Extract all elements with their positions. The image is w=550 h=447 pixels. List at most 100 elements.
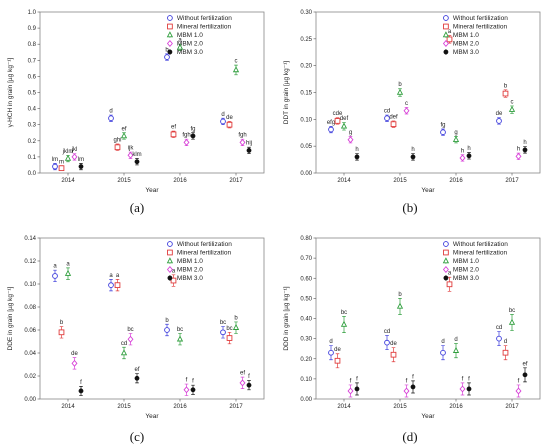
x-tick-label: 2014 [61,178,75,184]
data-point [496,118,502,124]
data-point [220,118,226,125]
legend-marker [167,275,173,281]
significance-label: de [226,115,233,121]
data-point [226,121,233,128]
significance-label: bc [509,308,515,314]
significance-label: f [462,376,464,382]
legend-entry: Mineral fertilization [177,24,232,31]
data-point [459,154,466,162]
legend-marker [167,15,173,21]
data-point [183,138,190,146]
legend: Without fertilization Mineral fertilizati… [442,241,508,282]
chart-b: 0.00 0.05 0.10 0.15 0.20 0.25 0.30 2014 2015 2016… [283,10,541,194]
legend-entry: Mineral fertilization [453,250,508,257]
x-tick-label: 2014 [61,404,75,410]
legend-entry: Without fertilization [453,15,508,22]
data-point [78,388,84,394]
data-point [220,329,226,336]
significance-label: a [448,29,452,35]
legend-marker [443,23,449,30]
significance-label: jkl [71,147,78,153]
y-tick-label: 0.04 [24,351,36,357]
data-point [114,144,121,151]
data-point [446,36,453,43]
x-tick-label: 2016 [449,178,463,184]
legend-marker [442,40,449,47]
significance-label: f [518,378,520,384]
data-point [52,163,58,170]
legend-marker [443,275,449,281]
significance-label: efg [327,120,335,126]
y-axis-title: DDT in grain [µg kg⁻¹] [283,61,290,125]
data-point [164,327,170,333]
significance-label: h [355,147,358,153]
data-point [170,277,177,284]
significance-label: fgh [182,133,190,139]
chart-a: 0.0 0.1 0.2 0.3 0.4 0.5 0.6 0.7 0.8 0.9 1.0 2014 201… [7,10,265,194]
y-tick-label: 0.08 [24,305,36,311]
x-tick-label: 2016 [449,404,463,410]
significance-label: lm [52,157,58,163]
significance-label: g [454,130,457,136]
data-point [466,153,472,159]
x-axis-title: Year [421,413,435,420]
data-point [466,386,472,392]
y-tick-label: 0.9 [28,26,37,32]
data-point [239,379,246,387]
legend-marker [167,49,173,55]
data-point [52,273,58,279]
significance-label: h [411,147,414,153]
y-tick-label: 0.30 [300,337,312,343]
data-point [340,320,348,327]
data-point [134,375,140,381]
plot-area [315,237,541,400]
significance-label: b [398,82,402,88]
legend-entry: Without fertilization [177,15,232,22]
y-tick-label: 0.20 [300,64,312,70]
plot-area [39,11,265,174]
significance-label: b [398,292,402,298]
significance-label: d [441,339,444,345]
significance-label: a [178,38,182,44]
data-point [232,323,240,330]
significance-label: b [165,47,169,53]
data-point [246,382,252,388]
data-point [120,132,128,139]
significance-label: jklm [62,149,74,155]
significance-label: f [248,374,250,380]
significance-label: h [523,140,526,146]
data-point [246,148,252,153]
significance-label: a [53,264,57,270]
y-tick-label: 0.60 [300,276,312,282]
significance-label: de [334,347,341,353]
x-axis-title: Year [145,187,159,194]
data-point [108,115,114,122]
legend-marker [167,241,173,247]
legend-entry: Without fertilization [177,241,232,248]
legend-marker [442,266,449,273]
y-tick-label: 0.70 [300,256,312,262]
y-tick-label: 0.80 [300,236,312,242]
significance-label: d [454,337,457,343]
significance-label: ef [121,126,126,132]
significance-label: bc [226,326,232,332]
y-tick-label: 0.3 [28,123,37,129]
significance-label: fgh [238,133,246,139]
data-point [396,302,404,309]
legend-entry: MBM 3.0 [453,49,479,56]
significance-label: a [109,273,113,279]
data-point [347,136,354,144]
significance-label: a [66,261,70,267]
x-tick-label: 2014 [337,404,351,410]
significance-label: c [405,101,408,107]
data-point [170,131,177,138]
legend-marker [166,266,173,273]
data-point [226,335,233,341]
data-point [127,151,134,159]
significance-label: d [109,109,112,115]
significance-label: a [448,271,452,277]
significance-label: de [496,111,503,117]
panel-label-b: (b) [402,200,417,215]
